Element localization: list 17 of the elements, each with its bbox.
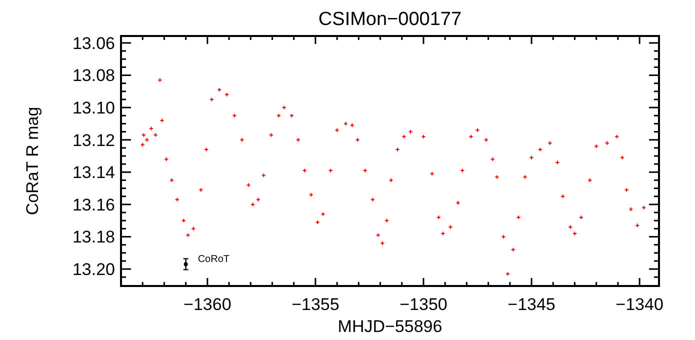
y-tick-label: 13.16 bbox=[72, 195, 115, 214]
y-axis-title: CoRaT R mag bbox=[23, 106, 42, 216]
y-tick-label: 13.20 bbox=[72, 260, 115, 280]
y-tick-label: 13.08 bbox=[72, 66, 115, 86]
x-tick-label: −1355 bbox=[292, 295, 340, 314]
x-tick-label: −1360 bbox=[184, 295, 232, 314]
x-axis-title: MHJD−55896 bbox=[338, 317, 442, 336]
y-tick-label: 13.18 bbox=[72, 228, 115, 247]
chart-title: CSIMon−000177 bbox=[318, 9, 462, 30]
x-tick-label: −1340 bbox=[616, 295, 664, 314]
x-tick-label: −1345 bbox=[508, 295, 556, 314]
y-tick-label: 13.12 bbox=[72, 130, 115, 150]
y-tick-label: 13.10 bbox=[72, 98, 115, 118]
y-tick-label: 13.14 bbox=[72, 163, 115, 182]
x-tick-label: −1350 bbox=[400, 295, 448, 314]
series-label: CoRoT bbox=[198, 254, 230, 266]
y-tick-label: 13.06 bbox=[72, 34, 115, 53]
